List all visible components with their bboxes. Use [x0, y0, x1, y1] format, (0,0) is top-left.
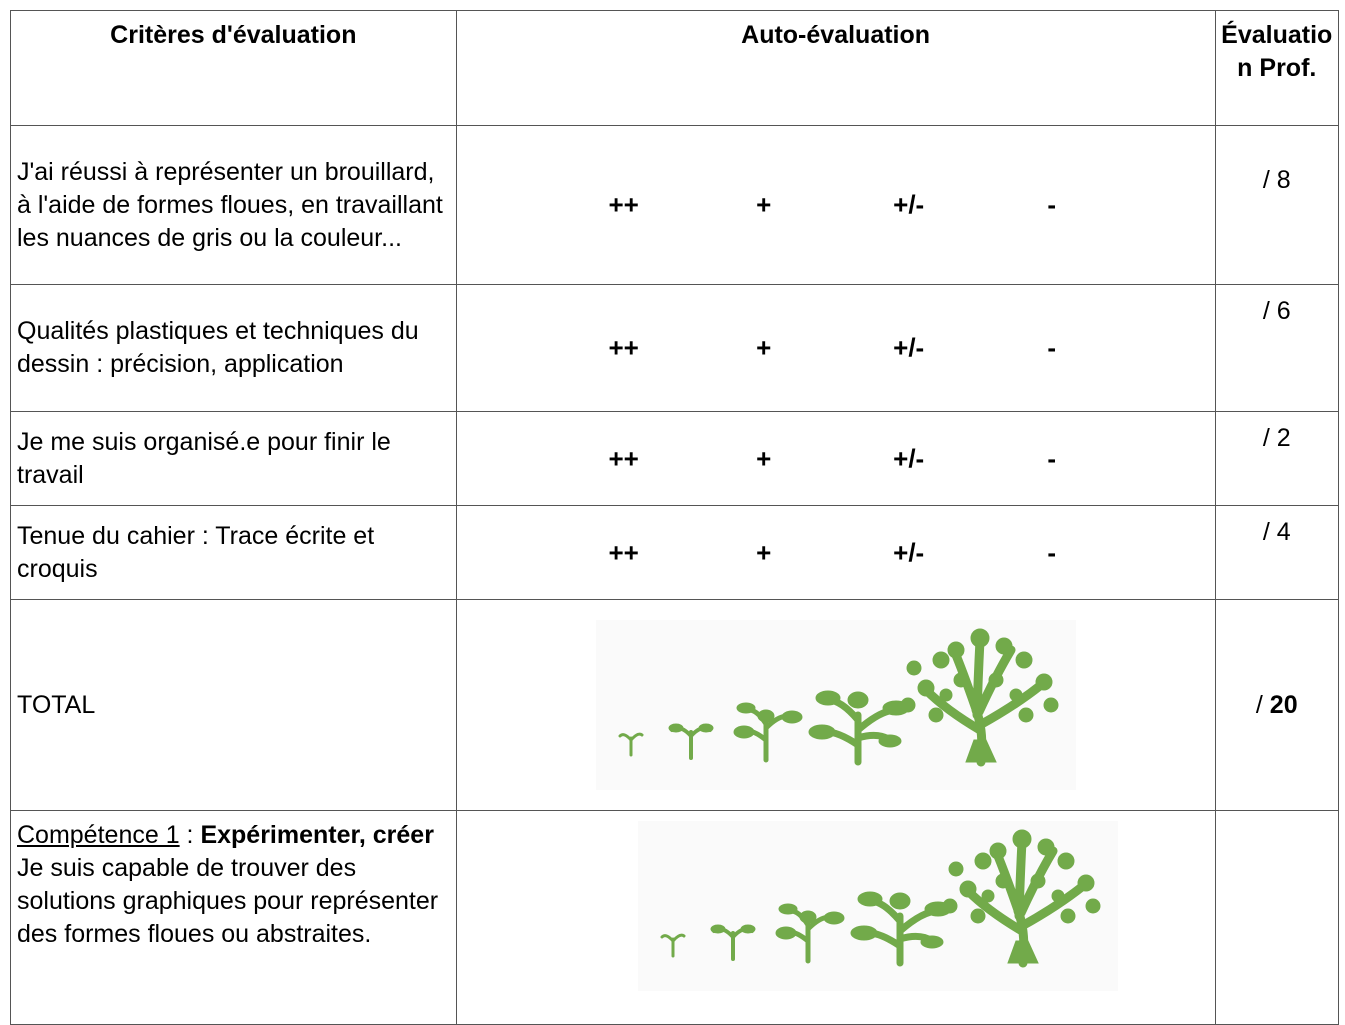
- competence-title: Expérimenter, créer: [200, 821, 433, 849]
- growth-illustration: [596, 620, 1076, 790]
- criterion-row: Je me suis organisé.e pour finir le trav…: [11, 412, 1339, 506]
- scale-option: +/-: [893, 332, 924, 365]
- criterion: J'ai réussi à représenter un brouillard,…: [11, 126, 457, 285]
- scale-option: ++: [608, 332, 638, 365]
- scale-option: ++: [608, 442, 638, 475]
- scale-option: +/-: [893, 442, 924, 475]
- scale: ++++/--: [463, 412, 1209, 505]
- scale: ++++/--: [463, 506, 1209, 599]
- score: / 6: [1215, 285, 1338, 412]
- total-row: TOTAL / 20: [11, 600, 1339, 811]
- score: / 4: [1215, 506, 1338, 600]
- criterion: Je me suis organisé.e pour finir le trav…: [11, 412, 457, 506]
- competence-name: Compétence 1: [17, 821, 180, 849]
- scale-option: +/-: [893, 189, 924, 222]
- tree-cell: [456, 600, 1215, 811]
- scale-option: -: [1047, 189, 1056, 222]
- header-row: Critères d'évaluation Auto-évaluation Év…: [11, 11, 1339, 126]
- criterion-row: Qualités plastiques et techniques du des…: [11, 285, 1339, 412]
- competence-separator: :: [180, 821, 201, 849]
- score: / 2: [1215, 412, 1338, 506]
- criterion-row: J'ai réussi à représenter un brouillard,…: [11, 126, 1339, 285]
- total-value: 20: [1270, 691, 1298, 719]
- empty-cell: [1215, 811, 1338, 1025]
- scale-option: ++: [608, 189, 638, 222]
- scale-option: -: [1047, 332, 1056, 365]
- criterion: Qualités plastiques et techniques du des…: [11, 285, 457, 412]
- scale-option: +: [756, 189, 771, 222]
- scale-option: -: [1047, 442, 1056, 475]
- scale-option: -: [1047, 536, 1056, 569]
- competence-cell: Compétence 1 : Expérimenter, créer Je sui…: [11, 811, 457, 1025]
- evaluation-table: Critères d'évaluation Auto-évaluation Év…: [10, 10, 1339, 1025]
- criterion-row: Tenue du cahier : Trace écrite et croqui…: [11, 506, 1339, 600]
- scale-option: +: [756, 332, 771, 365]
- page: Critères d'évaluation Auto-évaluation Év…: [0, 0, 1345, 980]
- tree-cell: [456, 811, 1215, 1025]
- scale: ++++/--: [463, 285, 1209, 411]
- total-score: / 20: [1215, 600, 1338, 811]
- scale-cell: ++++/--: [456, 412, 1215, 506]
- growth-illustration: [638, 821, 1118, 991]
- scale-cell: ++++/--: [456, 285, 1215, 412]
- criterion: Tenue du cahier : Trace écrite et croqui…: [11, 506, 457, 600]
- total-prefix: /: [1256, 691, 1263, 719]
- scale: ++++/--: [463, 126, 1209, 284]
- scale-cell: ++++/--: [456, 506, 1215, 600]
- competence-description: Je suis capable de trouver des solutions…: [17, 854, 438, 948]
- total-label: TOTAL: [11, 600, 457, 811]
- header-cell: Évaluation Prof.: [1215, 11, 1338, 126]
- competence-row: Compétence 1 : Expérimenter, créer Je sui…: [11, 811, 1339, 1025]
- scale-option: +/-: [893, 536, 924, 569]
- score: / 8: [1215, 126, 1338, 285]
- scale-option: +: [756, 536, 771, 569]
- scale-option: +: [756, 442, 771, 475]
- header-cell: Auto-évaluation: [456, 11, 1215, 126]
- scale-cell: ++++/--: [456, 126, 1215, 285]
- scale-option: ++: [608, 536, 638, 569]
- header-cell: Critères d'évaluation: [11, 11, 457, 126]
